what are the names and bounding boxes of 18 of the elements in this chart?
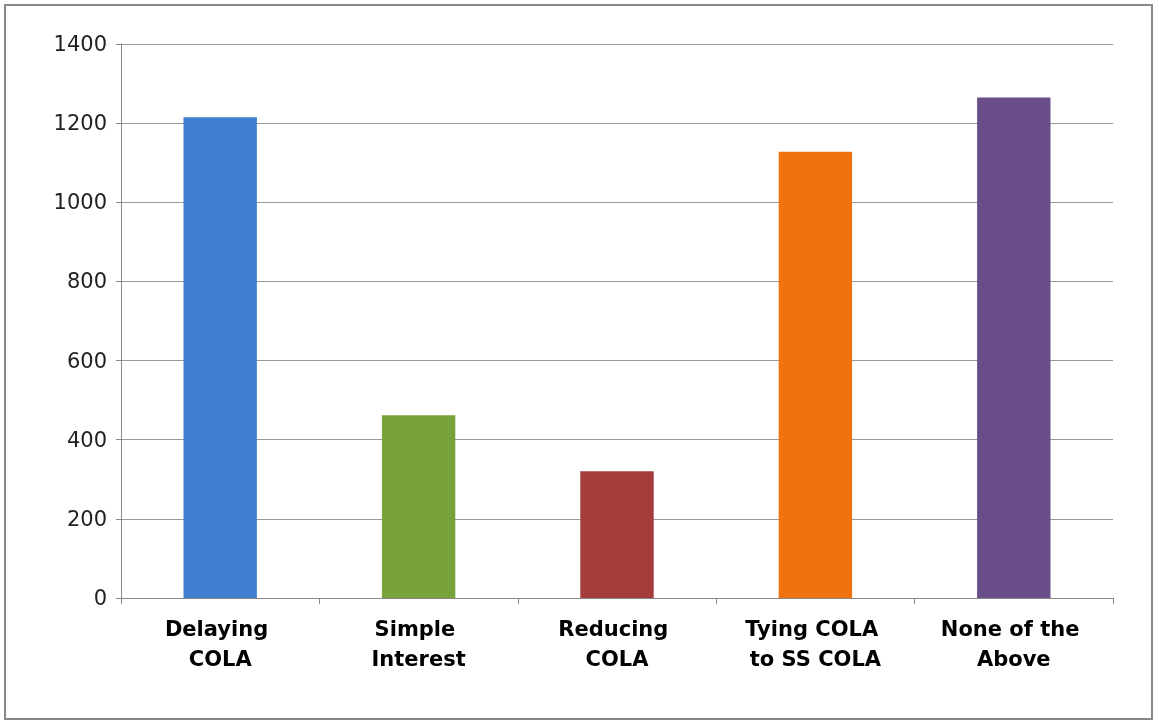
bar bbox=[977, 97, 1051, 598]
y-tick-label: 200 bbox=[66, 506, 107, 531]
y-tick-label: 1400 bbox=[53, 32, 107, 56]
y-tick-label: 0 bbox=[93, 586, 107, 610]
bar bbox=[183, 117, 257, 598]
x-tick-label: None of the Above bbox=[940, 617, 1087, 671]
y-tick-label: 800 bbox=[66, 269, 107, 294]
x-tick-label: Simple Interest bbox=[371, 617, 466, 671]
bar bbox=[381, 415, 456, 598]
x-tick-label: Reducing COLA bbox=[558, 617, 676, 671]
x-tick-label: Tying COLA to SS COLA bbox=[745, 617, 886, 671]
x-tick-label: Delaying COLA bbox=[164, 617, 276, 671]
bar bbox=[778, 151, 853, 598]
y-tick-label: 1200 bbox=[53, 111, 107, 136]
bar bbox=[580, 471, 654, 598]
y-tick-label: 1000 bbox=[53, 190, 107, 215]
y-tick-label: 600 bbox=[66, 348, 107, 373]
y-tick-label: 400 bbox=[66, 427, 107, 452]
